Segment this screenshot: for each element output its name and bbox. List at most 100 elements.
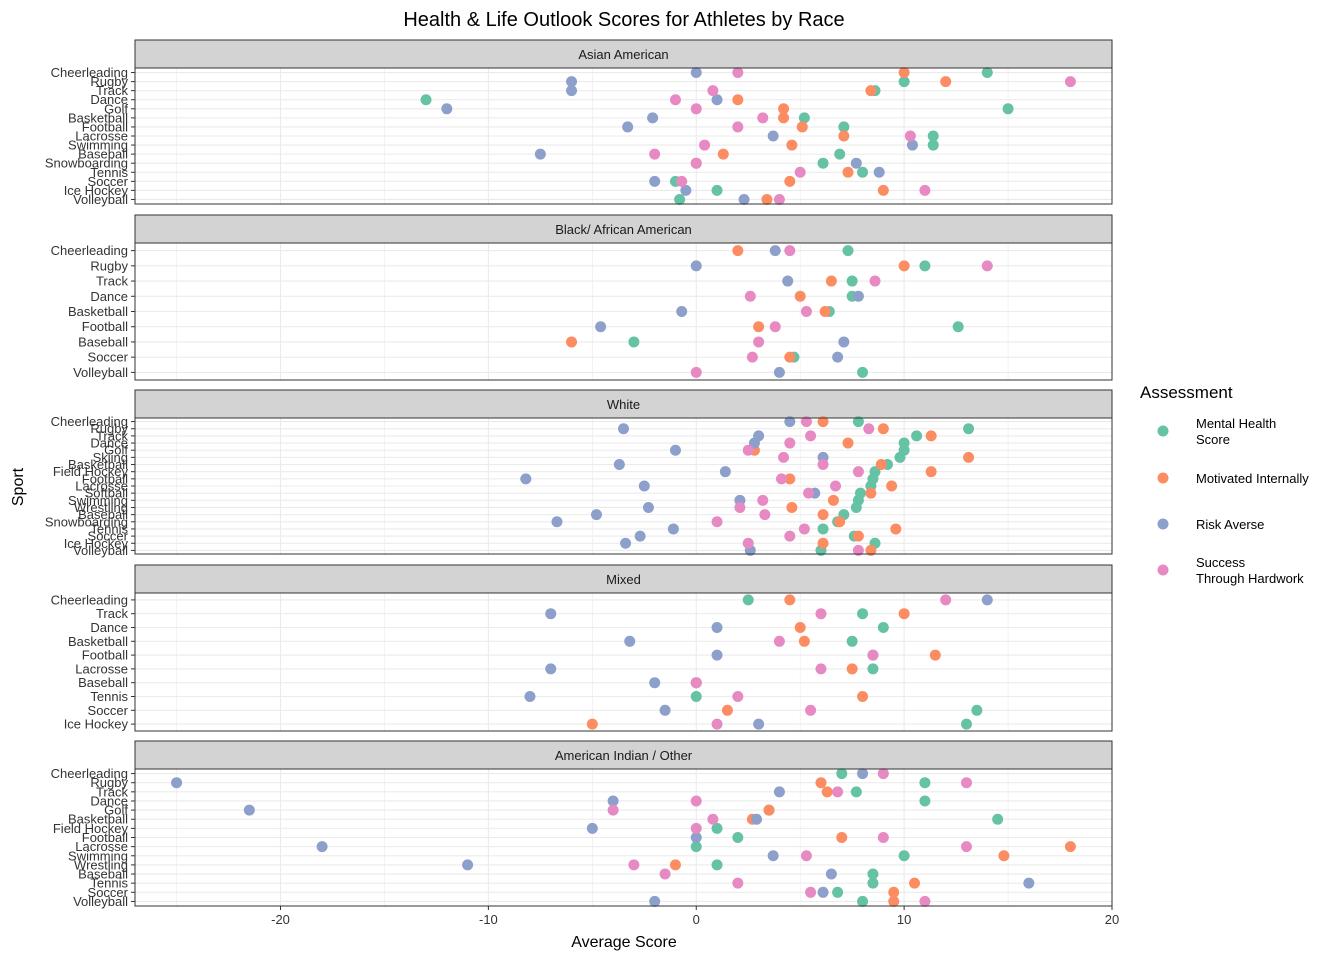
data-point-success	[904, 130, 916, 142]
data-point-mental	[836, 768, 848, 780]
data-point-risk	[669, 444, 681, 456]
data-point-motivated	[877, 184, 889, 196]
data-point-success	[742, 537, 754, 549]
data-point-risk	[534, 148, 546, 160]
y-tick-label: Soccer	[88, 885, 129, 900]
y-tick-label: Rugby	[90, 775, 128, 790]
data-point-success	[690, 677, 702, 689]
data-point-success	[753, 336, 765, 348]
data-point-mental	[894, 451, 906, 463]
data-point-success	[757, 112, 769, 124]
data-point-motivated	[819, 306, 831, 317]
data-point-mental	[898, 76, 910, 88]
data-point-risk	[642, 501, 654, 513]
data-point-risk	[613, 459, 625, 471]
data-point-motivated	[821, 786, 833, 798]
data-point-motivated	[794, 622, 806, 633]
data-point-mental	[690, 691, 702, 702]
y-tick-label: Lacrosse	[75, 661, 128, 676]
y-tick-label: Cheerleading	[51, 592, 128, 607]
facet-panel: Mixed CheerleadingTrackDanceBasketballFoo…	[51, 564, 1113, 732]
y-tick-label: Cheerleading	[51, 414, 128, 429]
data-point-risk	[649, 677, 661, 689]
data-point-success	[805, 704, 817, 716]
data-point-risk	[462, 859, 474, 871]
data-point-mental	[981, 67, 993, 79]
data-point-success	[1064, 76, 1076, 88]
data-point-risk	[767, 130, 779, 142]
y-tick-label: Football	[82, 471, 128, 486]
data-point-success	[919, 895, 931, 907]
data-point-motivated	[940, 76, 952, 88]
data-point-risk	[680, 184, 692, 196]
data-point-mental	[877, 622, 889, 633]
facet-panel: Asian American CheerleadingRugbyTrackDanc…	[45, 39, 1113, 207]
data-point-motivated	[865, 85, 877, 97]
data-point-mental	[992, 813, 1004, 825]
data-point-risk	[852, 290, 864, 302]
x-axis: -20 -10 0 10 20	[271, 906, 1119, 927]
y-tick-label: Volleyball	[73, 192, 128, 207]
data-point-risk	[607, 795, 619, 807]
data-point-success	[815, 608, 827, 620]
data-point-mental	[919, 795, 931, 807]
data-point-success	[676, 175, 688, 187]
data-point-success	[815, 663, 827, 675]
y-tick-label: Soccer	[88, 529, 129, 544]
legend-key-risk	[1157, 518, 1169, 530]
data-point-risk	[769, 245, 781, 257]
y-tick-label: Track	[96, 784, 129, 799]
data-point-success	[877, 832, 889, 843]
data-point-mental	[857, 166, 869, 178]
data-point-motivated	[886, 480, 898, 492]
data-point-mental	[867, 868, 879, 880]
data-point-success	[746, 351, 758, 363]
y-tick-label: Snowboarding	[45, 156, 128, 171]
data-point-mental	[867, 663, 879, 675]
y-tick-label: Baseball	[78, 334, 128, 349]
data-point-risk	[551, 516, 563, 528]
data-point-mental	[927, 130, 939, 142]
legend-key-mental	[1157, 425, 1169, 437]
data-point-motivated	[761, 193, 773, 205]
legend-label: Motivated Internally	[1196, 471, 1309, 486]
x-tick-label: 0	[693, 912, 700, 927]
y-tick-label: Skiing	[93, 450, 128, 465]
data-point-success	[830, 480, 842, 492]
y-tick-label: Swimming	[68, 493, 128, 508]
data-point-risk	[595, 321, 607, 333]
legend-title: Assessment	[1140, 383, 1233, 402]
data-point-motivated	[786, 139, 798, 151]
data-point-motivated	[784, 594, 796, 606]
legend-key-success	[1157, 564, 1169, 576]
data-point-motivated	[566, 336, 578, 348]
data-point-risk	[719, 466, 731, 478]
data-point-risk	[817, 886, 829, 898]
data-point-success	[732, 67, 744, 79]
panel-background	[135, 593, 1112, 731]
data-point-mental	[850, 786, 862, 798]
x-tick-label: 10	[897, 912, 911, 927]
data-point-motivated	[877, 423, 889, 435]
data-point-risk	[647, 112, 659, 124]
grid-lines	[135, 68, 1113, 204]
data-point-motivated	[842, 437, 854, 449]
data-point-motivated	[898, 67, 910, 79]
data-point-success	[769, 321, 781, 333]
legend: Assessment Mental Health Score Motivated In…	[1140, 383, 1309, 586]
data-point-success	[805, 886, 817, 898]
data-point-success	[832, 786, 844, 798]
data-point-mental	[798, 112, 810, 124]
data-point-mental	[971, 704, 983, 716]
data-point-success	[707, 813, 719, 825]
y-tick-label: Snowboarding	[45, 514, 128, 529]
y-tick-label: Basketball	[68, 812, 128, 827]
data-point-mental	[857, 608, 869, 620]
data-point-risk	[634, 530, 646, 542]
data-point-mental	[963, 423, 975, 435]
y-tick-label: Lacrosse	[75, 129, 128, 144]
data-point-success	[778, 451, 790, 463]
y-tick-label: Volleyball	[73, 894, 128, 909]
y-tick-label: Cheerleading	[51, 243, 128, 258]
data-point-motivated	[763, 804, 775, 816]
